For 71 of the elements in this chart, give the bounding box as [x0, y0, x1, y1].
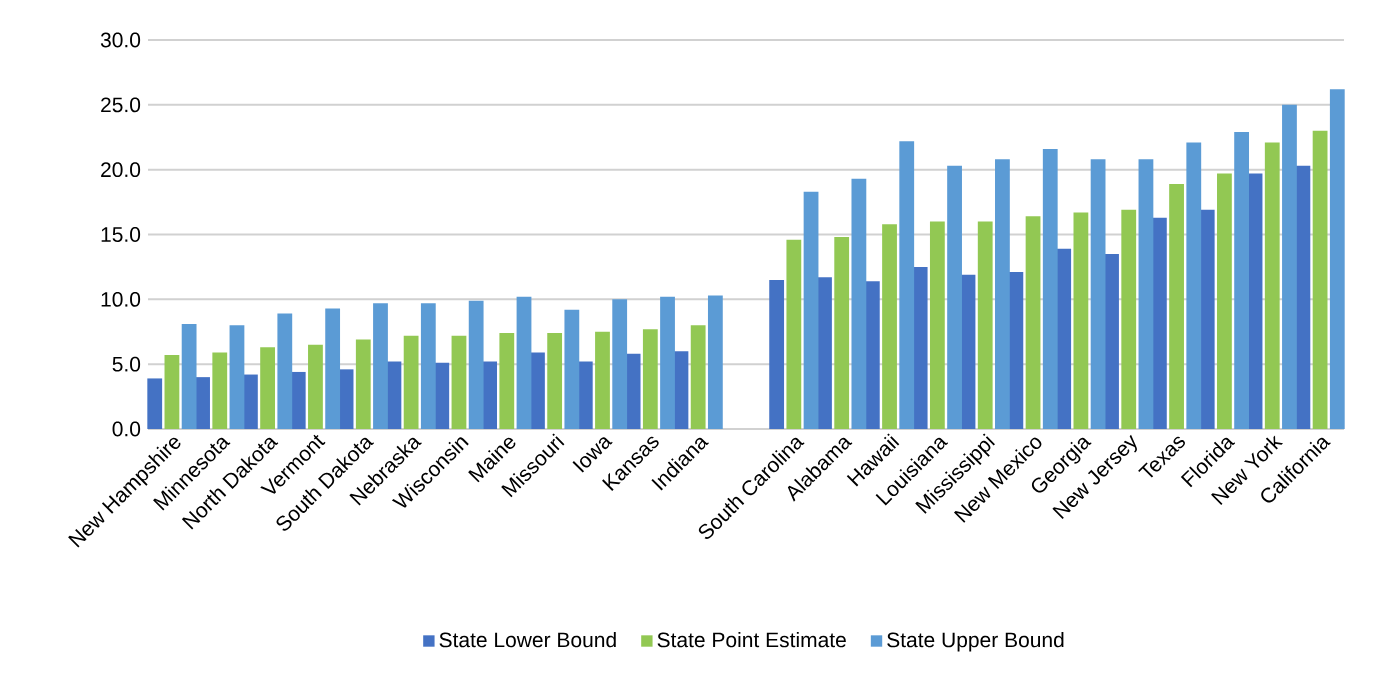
- bar: [851, 178, 867, 429]
- bar: [912, 266, 928, 429]
- bar: [468, 300, 484, 429]
- bar: [1151, 217, 1167, 429]
- bar: [277, 313, 293, 429]
- bar: [995, 159, 1010, 429]
- bar: [516, 296, 532, 429]
- y-tick-label: 15.0: [101, 227, 141, 242]
- bar: [690, 325, 706, 429]
- bar: [308, 344, 323, 429]
- bar: [1104, 253, 1119, 429]
- bar: [1138, 159, 1154, 429]
- bar: [625, 353, 641, 429]
- bar: [977, 221, 993, 429]
- bar: [1025, 216, 1041, 429]
- bar: [1186, 142, 1202, 429]
- legend-label: State Point Estimate: [657, 631, 846, 648]
- bar: [642, 329, 658, 429]
- bar: [577, 361, 593, 429]
- bar: [290, 371, 306, 429]
- bar: [1312, 130, 1328, 429]
- bar: [403, 335, 419, 429]
- bar: [1121, 209, 1137, 429]
- bar: [929, 221, 945, 429]
- bar: [530, 352, 545, 429]
- bar: [243, 374, 258, 429]
- bar: [164, 355, 180, 429]
- bar: [947, 165, 962, 429]
- bar: [420, 303, 436, 429]
- bar: [451, 335, 467, 429]
- y-tick-label: 20.0: [101, 162, 141, 178]
- y-tick-label: 25.0: [101, 97, 141, 113]
- bar: [547, 333, 563, 429]
- bar: [707, 295, 723, 429]
- y-tick-label: 30.0: [100, 32, 141, 48]
- bar: [325, 308, 341, 429]
- bar: [212, 352, 228, 429]
- bar: [817, 277, 832, 429]
- bar: [786, 239, 802, 429]
- bar: [181, 323, 197, 429]
- bar: [147, 378, 163, 429]
- bar: [1217, 173, 1232, 429]
- bar: [564, 309, 580, 429]
- bar: [1199, 209, 1215, 429]
- bar: [612, 299, 628, 429]
- bar: [769, 279, 785, 429]
- y-tick-label: 10.0: [101, 291, 141, 307]
- bar: [355, 339, 371, 429]
- bar: [1234, 132, 1250, 429]
- bar: [260, 347, 276, 429]
- bar: [595, 331, 610, 429]
- y-tick-label: 0.0: [112, 421, 141, 437]
- bar: [899, 141, 915, 429]
- bar: [229, 325, 245, 429]
- bar: [373, 303, 388, 429]
- bar: [882, 224, 897, 429]
- bar: [1042, 148, 1058, 429]
- bar: [1264, 142, 1280, 429]
- bar: [803, 191, 819, 429]
- bar: [1329, 89, 1345, 429]
- bar: [499, 333, 515, 429]
- bar: [1073, 212, 1089, 429]
- bar: [1282, 104, 1297, 429]
- bar: [834, 237, 850, 429]
- y-tick-label: 5.0: [112, 356, 141, 372]
- bar: [660, 296, 675, 429]
- bar: [1090, 159, 1106, 429]
- legend-label: State Lower Bound: [439, 631, 616, 648]
- bar: [1169, 183, 1184, 429]
- legend-label: State Upper Bound: [887, 631, 1064, 652]
- bar: [864, 281, 880, 429]
